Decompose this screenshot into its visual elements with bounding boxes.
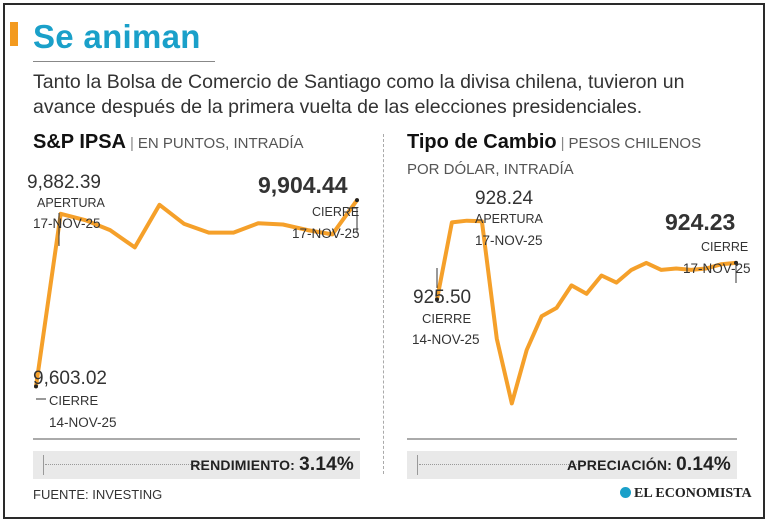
fx-footer-bar: APRECIACIÓN: 0.14% [407, 451, 737, 479]
ipsa-end-label: CIERRE [312, 205, 359, 219]
fx-point-0 [435, 297, 439, 302]
fx-open-value: 928.24 [475, 188, 534, 209]
ipsa-footer-tick [43, 455, 44, 475]
fx-end-date: 17-NOV-25 [683, 261, 751, 276]
fx-series-line [435, 218, 738, 406]
ipsa-open-date: 17-NOV-25 [33, 216, 101, 231]
ipsa-points [34, 198, 359, 389]
ipsa-start-value: 9,603.02 [33, 368, 107, 389]
ipsa-end-value: 9,904.44 [258, 172, 348, 198]
ipsa-open-value: 9,882.39 [27, 172, 101, 193]
ipsa-footer-dots [45, 464, 205, 465]
ipsa-end-date: 17-NOV-25 [292, 226, 360, 241]
ipsa-series-line [34, 198, 359, 389]
fx-start-label: CIERRE [422, 311, 471, 326]
logo-text: EL ECONOMISTA [634, 486, 752, 501]
fx-points [435, 220, 738, 404]
ipsa-header: S&P IPSA | EN PUNTOS, INTRADÍA [33, 131, 304, 153]
fx-start-date: 14-NOV-25 [412, 332, 480, 347]
ipsa-end-leader [347, 207, 358, 233]
fx-start-value: 925.50 [413, 287, 471, 308]
accent-bar [10, 22, 18, 46]
publisher-logo: EL ECONOMISTA [620, 486, 752, 502]
fx-footer-text: APRECIACIÓN: 0.14% [567, 454, 731, 476]
logo-icon [620, 487, 631, 498]
ipsa-footer-label: RENDIMIENTO: [190, 457, 296, 473]
fx-footer-label: APRECIACIÓN: [566, 457, 673, 473]
fx-header: Tipo de Cambio | PESOS CHILENOS POR DÓLAR,… [407, 131, 702, 178]
ipsa-start-label: CIERRE [49, 393, 98, 408]
page-subtitle: Tanto la Bolsa de Comercio de Santiago c… [33, 71, 685, 118]
ipsa-title: S&P IPSA [33, 131, 126, 153]
fx-title: Tipo de Cambio [407, 131, 557, 153]
fx-open-label: APERTURA [475, 212, 544, 226]
ipsa-footer-text: RENDIMIENTO: 3.14% [190, 454, 354, 476]
ipsa-point-0 [34, 384, 38, 389]
fx-subtitle-2: POR DÓLAR, INTRADÍA [407, 161, 574, 178]
ipsa-open-label: APERTURA [37, 196, 106, 210]
infographic-frame [3, 3, 765, 519]
fx-end-value: 924.23 [665, 209, 735, 235]
source-note: FUENTE: INVESTING [33, 487, 163, 502]
ipsa-footer-value: 3.14% [299, 454, 354, 475]
fx-footer-tick [417, 455, 418, 475]
fx-footer-value: 0.14% [676, 454, 731, 475]
ipsa-start-date: 14-NOV-25 [49, 415, 117, 430]
title-rule [33, 61, 215, 62]
fx-footer-dots [419, 464, 579, 465]
panel-divider [383, 134, 384, 474]
ipsa-point-13 [355, 198, 359, 203]
page-title: Se animan [33, 18, 201, 55]
fx-open-date: 17-NOV-25 [475, 233, 543, 248]
ipsa-subtitle: EN PUNTOS, INTRADÍA [137, 135, 304, 152]
fx-subtitle-1: PESOS CHILENOS [568, 135, 702, 152]
fx-end-label: CIERRE [701, 240, 748, 254]
ipsa-footer-bar: RENDIMIENTO: 3.14% [33, 451, 360, 479]
